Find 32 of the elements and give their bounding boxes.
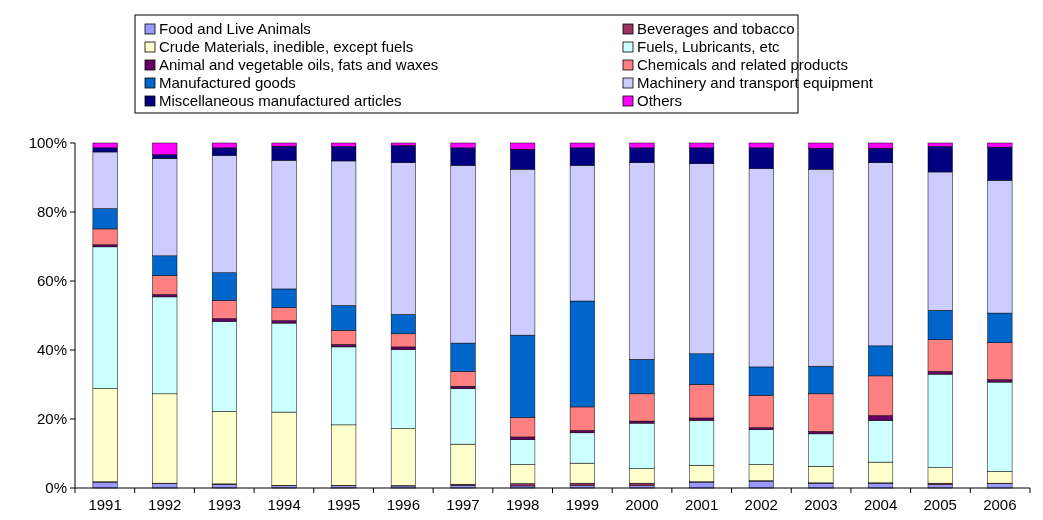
legend-label: Fuels, Lubricants, etc bbox=[637, 38, 781, 55]
y-tick-label: 40% bbox=[36, 341, 67, 359]
x-tick-label: 2004 bbox=[863, 496, 898, 513]
y-tick-label: 20% bbox=[36, 410, 67, 428]
legend-label: Beverages and tobacco bbox=[637, 20, 795, 37]
x-tick-label: 1992 bbox=[148, 496, 182, 513]
x-tick-label: 1991 bbox=[88, 496, 122, 513]
legend-label: Food and Live Animals bbox=[159, 20, 311, 37]
y-tick-label: 80% bbox=[36, 203, 67, 221]
x-tick-label: 2002 bbox=[744, 496, 778, 513]
x-tick-label: 1995 bbox=[327, 496, 361, 513]
y-tick-label: 0% bbox=[45, 479, 67, 497]
legend-label: Chemicals and related products bbox=[637, 56, 848, 73]
legend-label: Machinery and transport equipment bbox=[637, 74, 874, 91]
legend-label: Miscellaneous manufactured articles bbox=[159, 92, 402, 109]
legend-label: Others bbox=[637, 92, 683, 109]
x-tick-label: 2006 bbox=[983, 496, 1017, 513]
x-tick-label: 1996 bbox=[386, 496, 421, 513]
x-tick-label: 1994 bbox=[267, 496, 301, 513]
legend-label: Animal and vegetable oils, fats and waxes bbox=[159, 56, 439, 73]
y-tick-label: 60% bbox=[36, 272, 67, 290]
x-tick-label: 2005 bbox=[923, 496, 957, 513]
x-tick-label: 1999 bbox=[565, 496, 600, 513]
x-tick-label: 1997 bbox=[446, 496, 480, 513]
x-tick-label: 2001 bbox=[684, 496, 719, 513]
x-tick-label: 1998 bbox=[505, 496, 540, 513]
x-tick-label: 2000 bbox=[625, 496, 659, 513]
x-tick-label: 1993 bbox=[207, 496, 242, 513]
legend-label: Crude Materials, inedible, except fuels bbox=[159, 38, 414, 55]
x-tick-label: 2003 bbox=[804, 496, 838, 513]
legend-label: Manufactured goods bbox=[159, 74, 296, 91]
y-tick-label: 100% bbox=[28, 134, 67, 152]
